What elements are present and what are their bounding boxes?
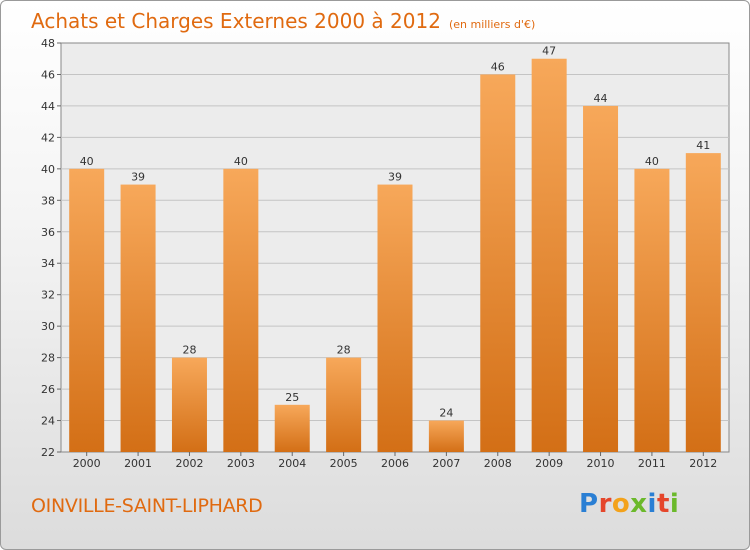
data-label-2007: 24 [439,407,453,420]
logo-letter: o [611,489,631,519]
x-tick-label-2005: 2005 [330,457,358,470]
y-tick-label: 34 [41,257,55,270]
data-label-2004: 25 [285,391,299,404]
x-tick-label-2001: 2001 [124,457,152,470]
y-tick-label: 36 [41,226,55,239]
y-tick-label: 28 [41,352,55,365]
x-tick-label-2012: 2012 [689,457,717,470]
chart-title-text: Achats et Charges Externes 2000 à 2012 [31,9,441,33]
bar-2000 [69,168,105,452]
data-label-2005: 28 [337,344,351,357]
data-label-2008: 46 [491,60,505,73]
logo-letter: x [630,489,648,519]
bar-2009 [531,58,567,452]
bar-2010 [583,105,619,452]
y-tick-label: 32 [41,289,55,302]
y-tick-label: 40 [41,163,55,176]
proxiti-logo[interactable]: Proxiti [579,489,679,519]
x-tick-label-2002: 2002 [175,457,203,470]
commune-name: OINVILLE-SAINT-LIPHARD [31,495,263,517]
bar-2012 [685,153,721,452]
x-tick-label-2007: 2007 [432,457,460,470]
bar-2007 [428,420,464,452]
x-tick-label-2008: 2008 [484,457,512,470]
bar-2004 [274,404,310,452]
bar-2005 [326,357,362,452]
x-axis: 2000 2001 2002 2003 2004 2005 2006 2007 2008 2009… [73,452,717,470]
y-tick-label: 48 [41,37,55,50]
data-label-2006: 39 [388,171,402,184]
y-tick-label: 30 [41,320,55,333]
x-tick-label-2009: 2009 [535,457,563,470]
data-label-2000: 40 [80,155,94,168]
bars: 40 39 28 40 25 28 39 24 46 47 44 40 41 [69,45,721,453]
bar-2011 [634,168,670,452]
bar-2003 [223,168,259,452]
data-label-2012: 41 [696,139,710,152]
y-tick-label: 46 [41,68,55,81]
bar-2002 [171,357,207,452]
x-tick-label-2003: 2003 [227,457,255,470]
y-tick-label: 22 [41,446,55,459]
chart-subtitle: (en milliers d'€) [448,18,536,31]
y-tick-label: 38 [41,194,55,207]
data-label-2010: 44 [594,92,608,105]
x-tick-label-2011: 2011 [638,457,666,470]
y-tick-label: 26 [41,383,55,396]
x-tick-label-2004: 2004 [278,457,306,470]
x-tick-label-2000: 2000 [73,457,101,470]
logo-letter: t [656,489,670,519]
logo-letter: P [579,489,599,519]
x-tick-label-2006: 2006 [381,457,409,470]
bar-2008 [480,74,516,452]
data-label-2001: 39 [131,171,145,184]
data-label-2011: 40 [645,155,659,168]
chart-title: Achats et Charges Externes 2000 à 2012 (e… [31,9,535,33]
data-label-2003: 40 [234,155,248,168]
x-tick-label-2010: 2010 [587,457,615,470]
logo-letter: i [647,489,657,519]
y-axis: 22 24 26 28 30 32 34 36 38 40 42 44 46 48 [41,37,61,459]
y-tick-label: 42 [41,131,55,144]
data-label-2009: 47 [542,45,556,58]
bar-2001 [120,184,156,453]
logo-letter: i [669,489,680,519]
y-tick-label: 44 [41,100,55,113]
bar-2006 [377,184,413,453]
data-label-2002: 28 [182,344,196,357]
y-tick-label: 24 [41,415,55,428]
logo-letter: r [598,489,612,519]
